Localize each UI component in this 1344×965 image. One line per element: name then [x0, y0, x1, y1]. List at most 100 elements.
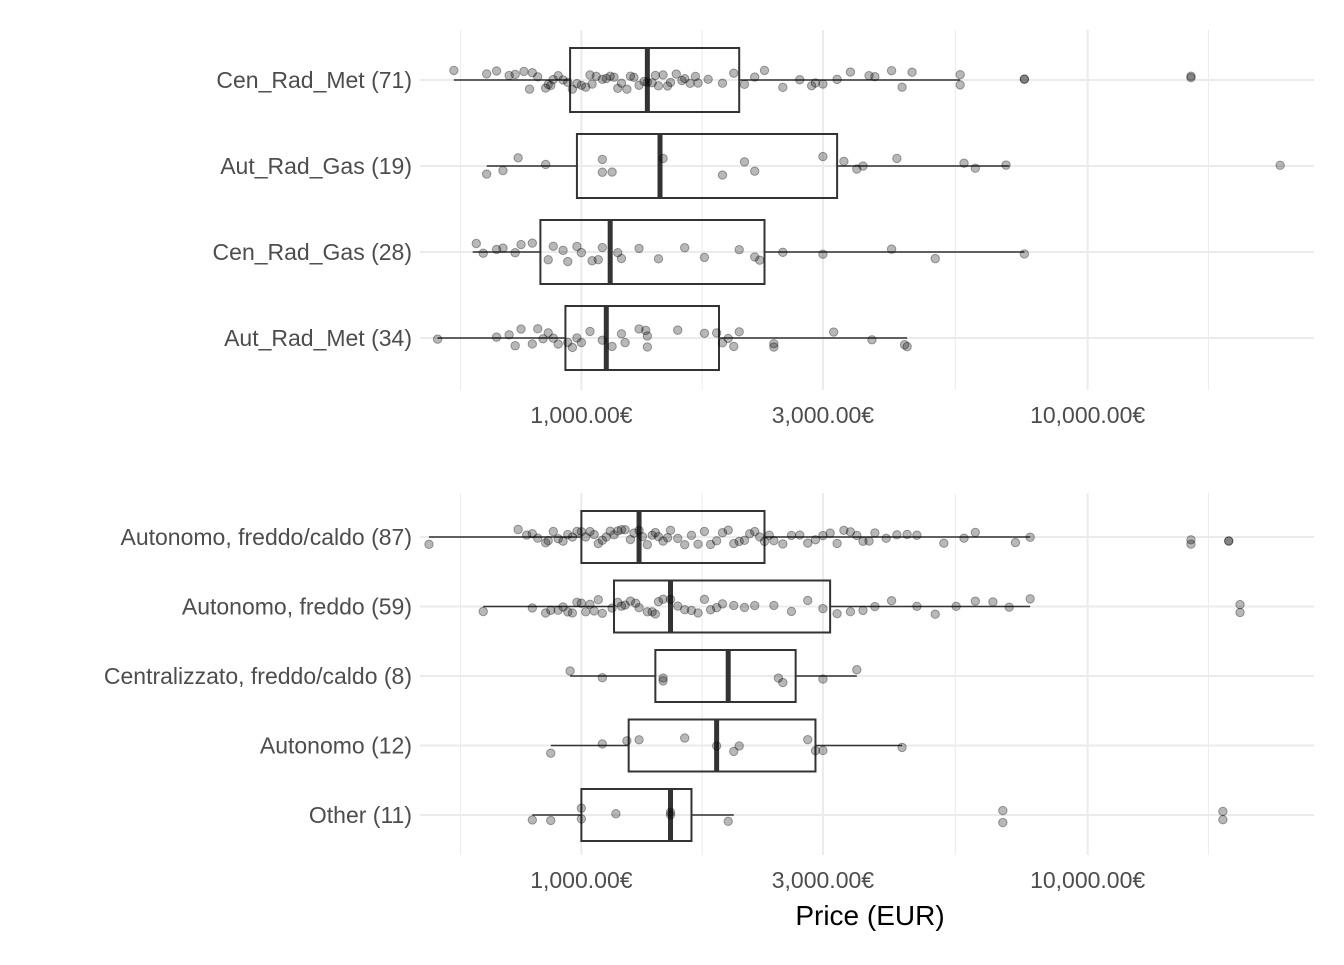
- data-point: [540, 83, 551, 93]
- data-point: [1025, 594, 1035, 604]
- data-point: [665, 807, 676, 817]
- data-point: [759, 65, 770, 76]
- data-point: [597, 535, 608, 545]
- data-point: [803, 538, 813, 548]
- data-point: [558, 536, 568, 546]
- box-group: [550, 718, 903, 773]
- data-point: [563, 607, 573, 617]
- data-point: [685, 78, 695, 89]
- data-point: [686, 605, 697, 616]
- data-point: [585, 70, 595, 80]
- data-point: [845, 527, 856, 537]
- data-point: [504, 70, 514, 81]
- data-point: [432, 334, 443, 344]
- data-point: [642, 342, 653, 352]
- data-point: [902, 341, 912, 352]
- data-point: [690, 71, 701, 82]
- data-point: [750, 600, 760, 611]
- data-point: [625, 596, 636, 606]
- x-tick-label: 10,000.00€: [1030, 402, 1145, 428]
- data-point: [607, 341, 617, 352]
- data-point: [634, 735, 644, 745]
- data-point: [653, 531, 664, 542]
- data-point: [1019, 249, 1030, 259]
- data-point: [540, 538, 551, 548]
- data-point: [1019, 74, 1030, 84]
- data-point: [930, 609, 940, 619]
- data-point: [553, 339, 563, 349]
- data-point: [647, 530, 657, 540]
- x-tick-label: 10,000.00€: [1030, 867, 1145, 893]
- data-point: [516, 239, 526, 250]
- box: [569, 47, 741, 113]
- box: [564, 305, 720, 371]
- data-point: [634, 80, 644, 91]
- data-point: [680, 605, 690, 615]
- data-point: [1218, 814, 1228, 825]
- data-point: [795, 75, 805, 85]
- data-point: [637, 531, 648, 542]
- data-point: [786, 606, 797, 617]
- data-point: [739, 602, 750, 613]
- data-point: [711, 328, 722, 338]
- data-point: [744, 529, 755, 539]
- data-point: [750, 72, 760, 82]
- data-point: [601, 532, 611, 542]
- data-point: [864, 536, 874, 546]
- data-point: [585, 526, 595, 537]
- data-point: [540, 608, 551, 618]
- data-point: [616, 524, 627, 535]
- data-point: [548, 241, 558, 251]
- data-point: [729, 68, 739, 78]
- data-point: [522, 530, 532, 540]
- data-point: [553, 534, 563, 544]
- data-point: [870, 601, 880, 612]
- data-point: [769, 338, 779, 349]
- data-point: [540, 159, 551, 170]
- box-group: [570, 649, 857, 703]
- data-point: [711, 741, 722, 751]
- data-point: [795, 530, 805, 540]
- data-point: [581, 82, 591, 92]
- data-point: [930, 253, 940, 264]
- data-point: [828, 327, 839, 337]
- data-point: [572, 78, 582, 89]
- data-point: [650, 527, 661, 538]
- data-point: [773, 673, 784, 683]
- data-point: [658, 536, 668, 546]
- data-point: [886, 244, 897, 254]
- data-point: [1019, 74, 1030, 84]
- data-point: [653, 81, 664, 91]
- data-point: [845, 67, 856, 77]
- data-point: [717, 599, 728, 609]
- data-point: [671, 69, 682, 79]
- data-point: [1186, 73, 1196, 83]
- data-point: [613, 526, 623, 536]
- data-point: [576, 803, 587, 813]
- data-point: [852, 665, 862, 675]
- data-point: [845, 606, 856, 617]
- panel-1: Cen_Rad_Met (71) Aut_Rad_Gas (19) Cen_Rad_…: [213, 30, 1314, 428]
- data-point: [593, 254, 603, 265]
- data-point: [629, 528, 639, 538]
- data-point: [548, 333, 558, 343]
- data-point: [587, 79, 597, 89]
- data-point: [616, 78, 627, 88]
- data-point: [607, 167, 617, 177]
- data-point: [650, 70, 661, 81]
- data-point: [912, 530, 922, 540]
- data-point: [867, 335, 877, 345]
- data-point: [754, 255, 765, 265]
- data-point: [998, 805, 1008, 816]
- data-point: [650, 609, 661, 619]
- category-label: Aut_Rad_Gas (19): [220, 153, 412, 179]
- data-point: [558, 245, 568, 256]
- data-point: [609, 72, 619, 82]
- data-point: [1235, 599, 1245, 610]
- data-point: [510, 248, 520, 258]
- data-point: [605, 526, 615, 536]
- data-point: [471, 238, 481, 249]
- data-point: [572, 597, 582, 608]
- data-point: [527, 238, 538, 248]
- data-point: [1235, 607, 1245, 618]
